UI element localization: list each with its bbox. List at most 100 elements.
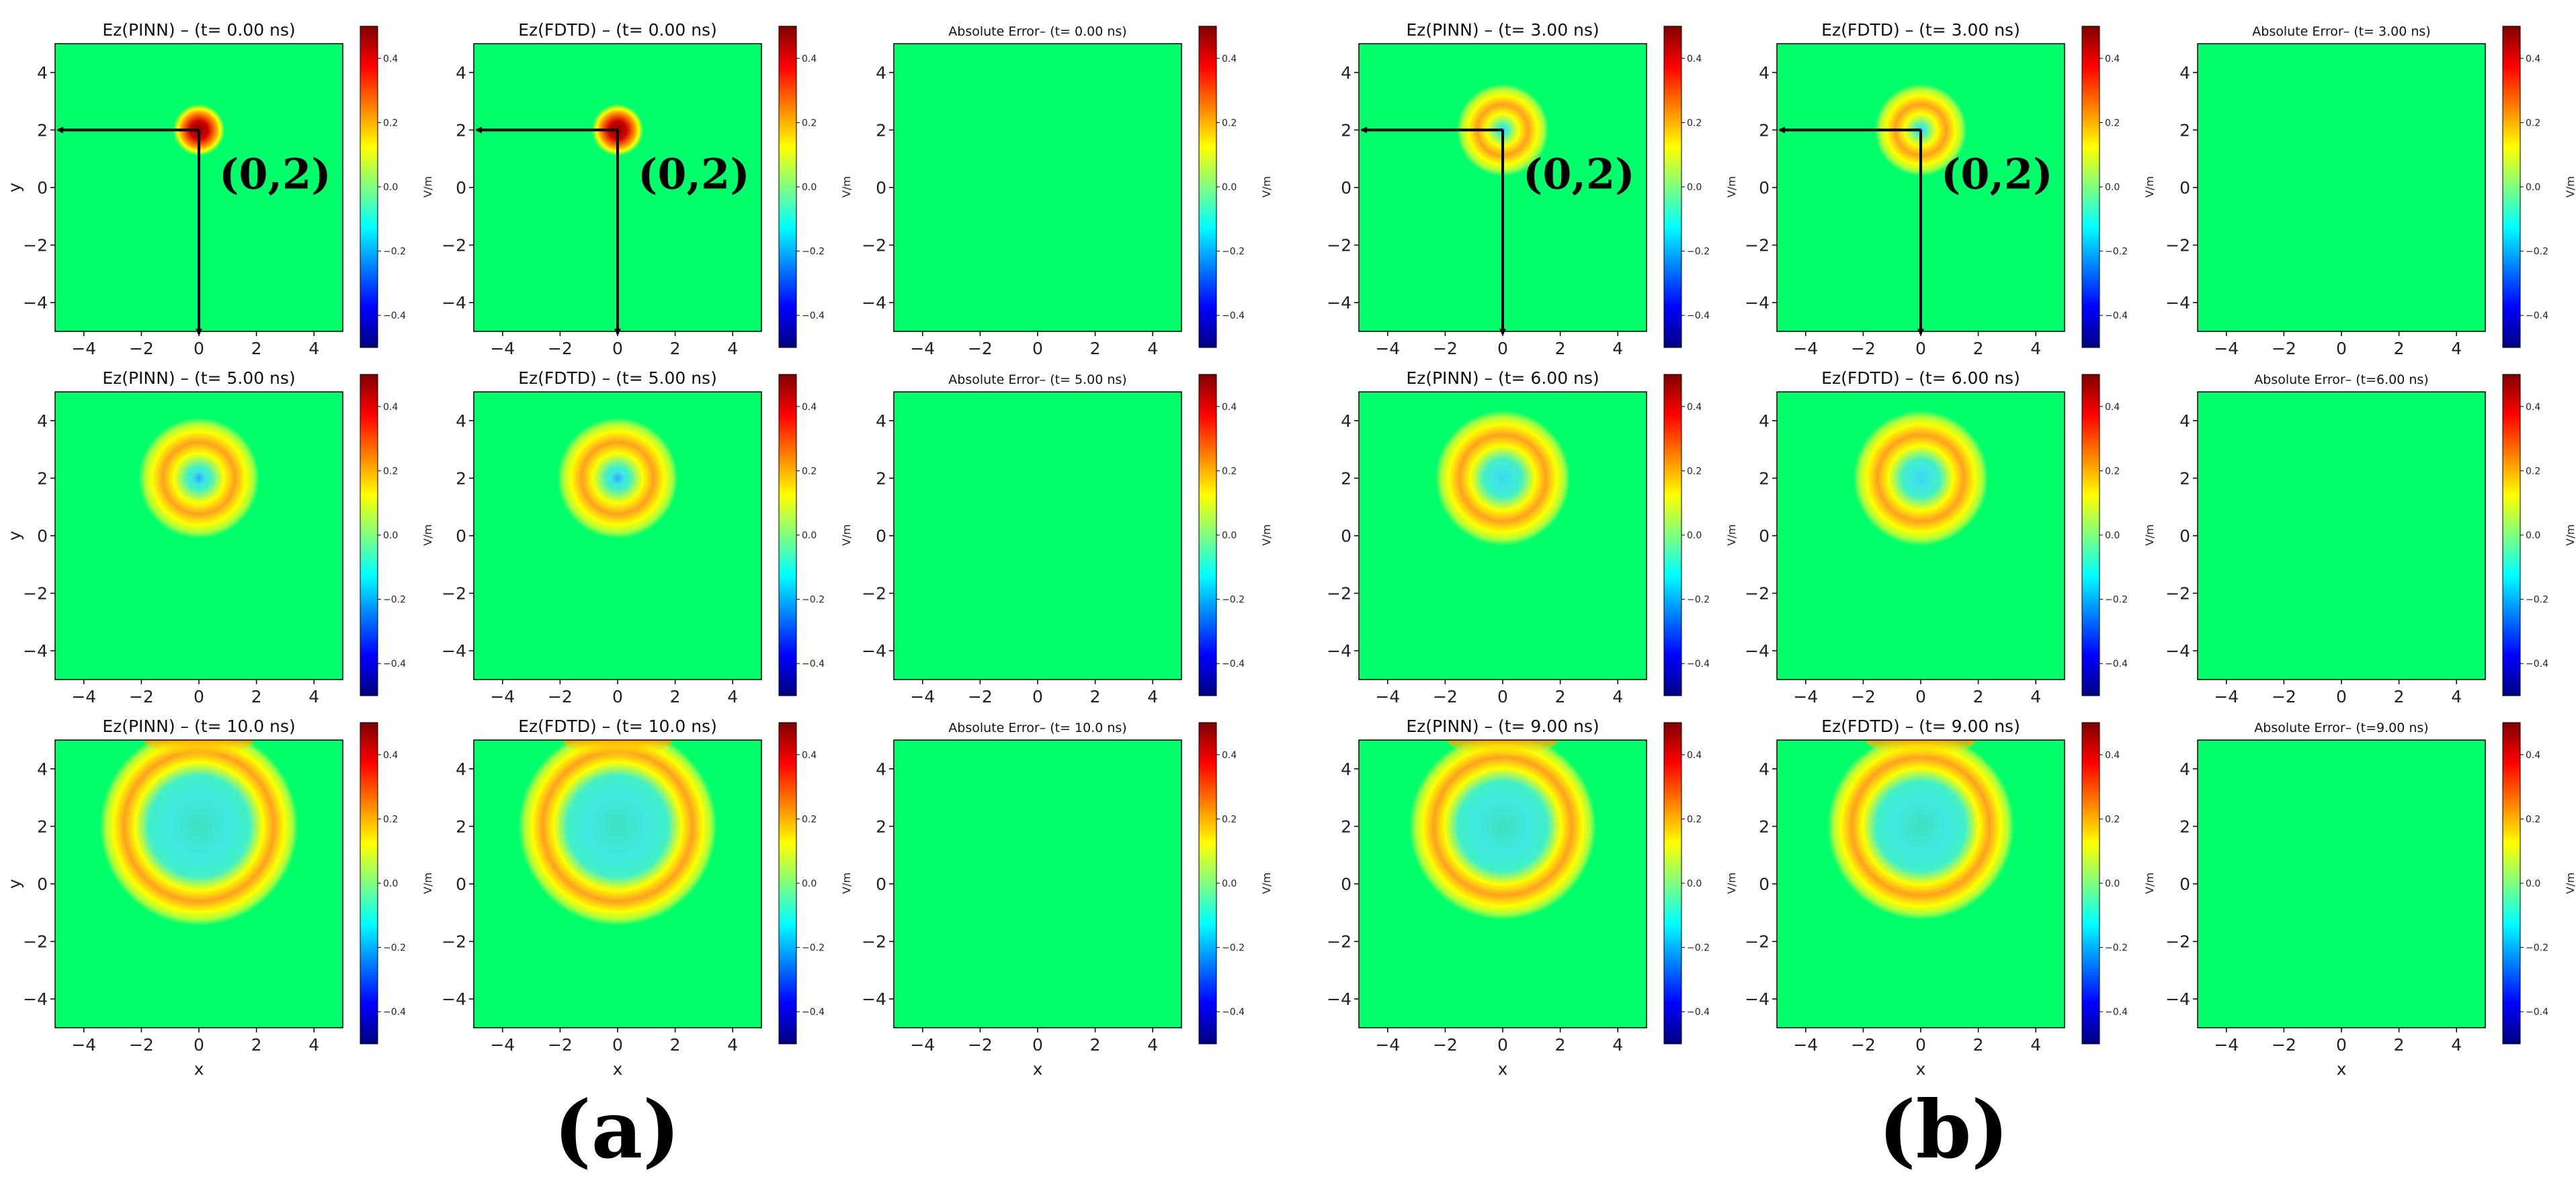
- y-tick-label: 2: [876, 120, 886, 140]
- colorbar-tick-label: 0.2: [1687, 814, 1702, 825]
- x-tick-label: 0: [1915, 1035, 1926, 1055]
- x-tick-label: 4: [2451, 687, 2462, 706]
- colorbar-tick-label: 0.4: [802, 750, 817, 761]
- colorbar-tick-label: −0.2: [2526, 943, 2548, 954]
- x-tick-label: 4: [2451, 1035, 2462, 1055]
- x-tick-label: 4: [1612, 1035, 1623, 1055]
- y-tick-label: −2: [862, 932, 886, 952]
- colorbar-tick-label: 0.4: [2105, 750, 2120, 761]
- y-tick-label: −4: [2165, 641, 2190, 661]
- x-tick-label: −4: [1793, 1035, 1818, 1055]
- y-tick-label: 0: [876, 178, 886, 198]
- x-tick-label: −2: [1851, 687, 1876, 706]
- x-tick-label: 0: [1497, 1035, 1508, 1055]
- x-tick-label: 2: [1090, 1035, 1101, 1055]
- y-tick-label: −2: [1745, 236, 1770, 255]
- heatmap-background: [894, 740, 1181, 1028]
- colorbar-tick-label: −0.2: [2105, 595, 2128, 606]
- y-tick-label: 4: [1759, 63, 1770, 83]
- y-tick-label: −4: [23, 641, 48, 661]
- x-tick-label: 2: [1090, 339, 1101, 358]
- y-tick-label: 2: [1759, 120, 1770, 140]
- source-point-label: (0,2): [638, 149, 750, 198]
- x-tick-label: 2: [670, 1035, 681, 1055]
- colorbar-tick-label: −0.4: [2105, 659, 2128, 669]
- wavefront: [1409, 740, 1597, 920]
- colorbar: [2502, 26, 2521, 348]
- boundary-reflection: [1866, 740, 1976, 756]
- x-axis-label: x: [194, 1059, 204, 1079]
- colorbar-tick-label: −0.4: [802, 659, 825, 669]
- wavefront: [518, 740, 717, 926]
- colorbar-unit-label: V/m: [2564, 872, 2576, 894]
- colorbar-tick-label: 0.4: [802, 54, 817, 65]
- colorbar-tick-label: 0.4: [383, 402, 398, 413]
- colorbar-tick-label: 0.2: [1222, 118, 1237, 128]
- plot-title: Absolute Error– (t= 10.0 ns): [948, 721, 1126, 735]
- x-tick-label: 4: [1612, 687, 1623, 706]
- y-tick-label: −4: [23, 989, 48, 1009]
- y-tick-label: −4: [2165, 989, 2190, 1009]
- colorbar-tick-label: −0.4: [383, 659, 406, 669]
- x-tick-label: −2: [1851, 339, 1876, 358]
- y-tick-label: 0: [456, 874, 466, 894]
- x-axis-label: x: [1033, 1059, 1043, 1079]
- x-tick-label: −2: [968, 1035, 993, 1055]
- colorbar-tick-label: 0.4: [1222, 402, 1237, 413]
- x-tick-label: 2: [1973, 339, 1984, 358]
- plot-title: Absolute Error– (t=6.00 ns): [2254, 372, 2428, 387]
- colorbar-tick-label: 0.4: [383, 750, 398, 761]
- heatmap-background: [2198, 740, 2485, 1028]
- y-tick-label: −4: [442, 293, 466, 313]
- y-tick-label: 2: [876, 468, 886, 488]
- colorbar: [778, 722, 797, 1045]
- y-tick-label: 4: [1341, 63, 1352, 83]
- colorbar: [778, 374, 797, 696]
- y-tick-label: 2: [37, 817, 48, 836]
- y-tick-label: −2: [2165, 584, 2190, 604]
- x-tick-label: 4: [2030, 1035, 2041, 1055]
- x-axis-label: x: [1916, 1059, 1926, 1079]
- y-tick-label: −2: [442, 236, 466, 255]
- x-tick-label: 2: [251, 1035, 262, 1055]
- wavefront: [1435, 410, 1571, 546]
- y-tick-label: −4: [862, 641, 886, 661]
- y-axis-label: y: [5, 879, 24, 889]
- colorbar-tick-label: 0.0: [2105, 530, 2120, 541]
- plot-title: Ez(FDTD) – (t= 9.00 ns): [1821, 717, 2020, 736]
- colorbar-tick-label: 0.0: [802, 182, 817, 193]
- colorbar-tick-label: 0.0: [383, 530, 398, 541]
- colorbar-unit-label: V/m: [1260, 176, 1273, 198]
- y-tick-label: 2: [456, 817, 466, 836]
- y-tick-label: 4: [456, 411, 466, 431]
- x-tick-label: 2: [1973, 687, 1984, 706]
- x-tick-label: 0: [612, 687, 623, 706]
- colorbar-tick-label: 0.2: [1687, 466, 1702, 477]
- colorbar-tick-label: −0.4: [2526, 311, 2548, 321]
- x-tick-label: −2: [2272, 1035, 2296, 1055]
- colorbar-unit-label: V/m: [1260, 524, 1273, 546]
- colorbar-tick-label: 0.0: [2105, 182, 2120, 193]
- colorbar-tick-label: 0.2: [2105, 466, 2120, 477]
- colorbar-tick-label: 0.2: [2105, 814, 2120, 825]
- x-tick-label: 0: [1915, 687, 1926, 706]
- x-tick-label: 0: [1915, 339, 1926, 358]
- colorbar-tick-label: 0.2: [2105, 118, 2120, 128]
- colorbar-tick-label: 0.0: [1687, 182, 1702, 193]
- colorbar-tick-label: 0.4: [1222, 54, 1237, 65]
- x-tick-label: −2: [1433, 339, 1458, 358]
- x-tick-label: −2: [2272, 339, 2296, 358]
- y-tick-label: 0: [876, 526, 886, 546]
- colorbar-unit-label: V/m: [840, 872, 853, 894]
- colorbar-tick-label: 0.2: [383, 466, 398, 477]
- colorbar-tick-label: −0.4: [1687, 311, 1710, 321]
- subplot-2: Ez(FDTD) – (t= 0.00 ns) 4 2 0 −2 −4 −4 −2 0 2 4 0.4…: [442, 20, 853, 358]
- plot-title: Ez(PINN) – (t= 6.00 ns): [1406, 368, 1599, 388]
- wavefront: [138, 417, 259, 539]
- y-tick-label: 4: [1341, 760, 1352, 779]
- colorbar: [1198, 374, 1217, 696]
- heatmap-background: [894, 44, 1181, 331]
- colorbar-tick-label: −0.4: [2105, 1007, 2128, 1018]
- subplot-8: Ez(FDTD) – (t= 5.00 ns) 4 2 0 −2 −4 −4 −2 0 2 4 0.4…: [442, 368, 853, 706]
